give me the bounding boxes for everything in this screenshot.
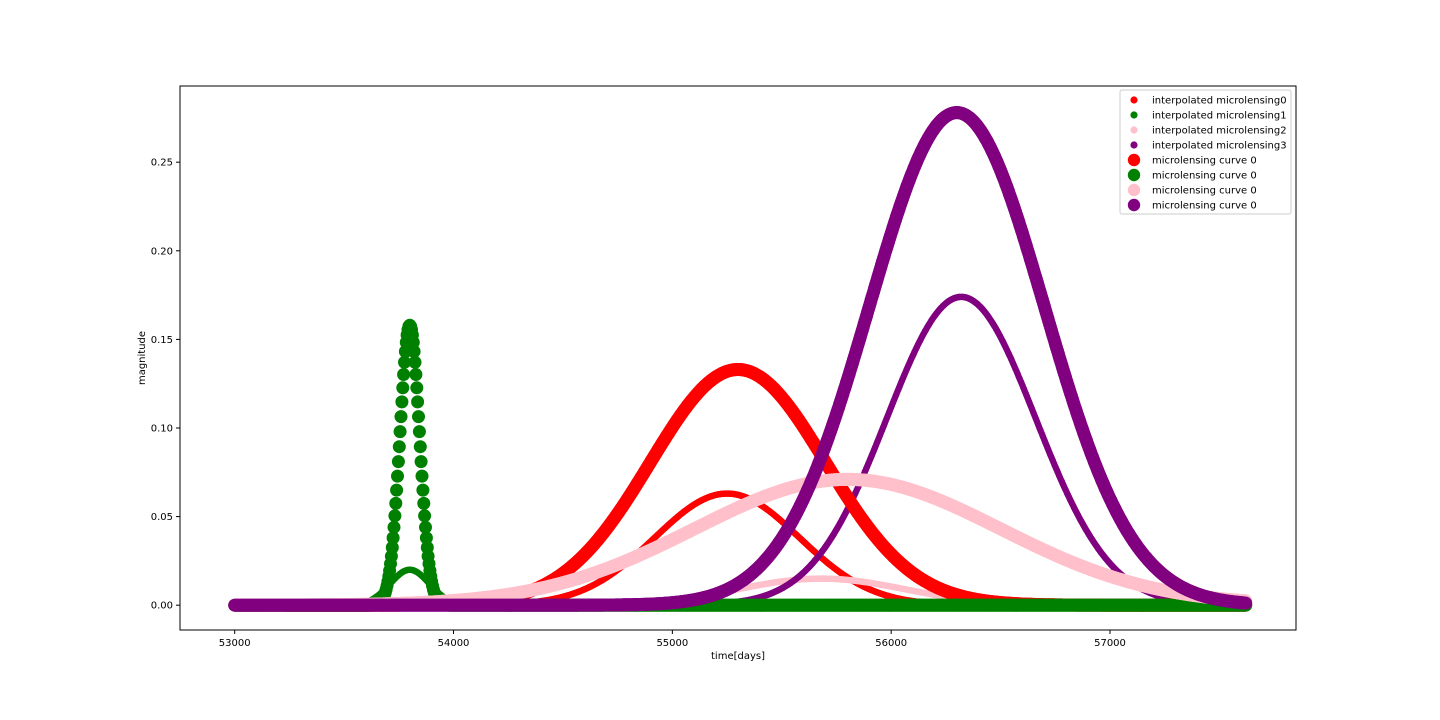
plot-area [228,106,1253,612]
